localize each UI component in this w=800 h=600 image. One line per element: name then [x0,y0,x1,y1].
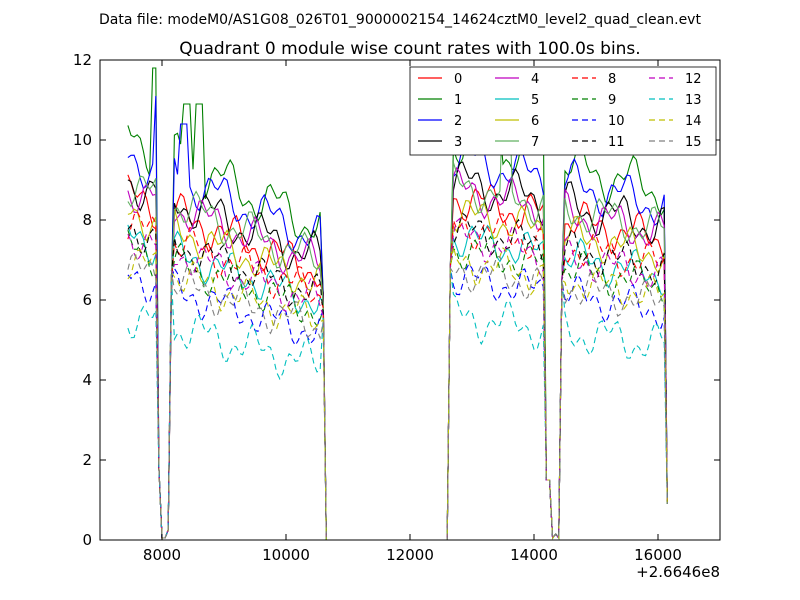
legend-label-5: 5 [531,93,539,108]
legend-label-6: 6 [531,114,539,129]
series-line-3 [127,161,668,540]
y-tick-label: 2 [82,451,92,469]
y-tick-label: 6 [82,291,92,309]
legend-label-14: 14 [685,114,702,129]
legend-label-4: 4 [531,72,539,87]
legend-box [409,66,717,156]
legend-label-1: 1 [454,93,462,108]
series-line-6 [127,199,668,540]
x-tick-label: 16000 [634,546,682,564]
legend-label-13: 13 [685,93,702,108]
x-tick-label: 12000 [386,546,434,564]
series-line-8 [127,210,668,540]
legend-label-12: 12 [685,72,702,87]
legend-label-2: 2 [454,114,462,129]
legend-label-8: 8 [608,72,616,87]
x-tick-label: 14000 [510,546,558,564]
series-line-5 [127,224,668,540]
series-line-15 [127,251,668,540]
series-line-13 [127,267,668,540]
series-line-14 [127,246,668,540]
y-tick-label: 0 [82,531,92,549]
series-line-10 [127,262,668,540]
legend-label-0: 0 [454,72,462,87]
legend-label-11: 11 [608,135,625,150]
series-line-12 [127,217,668,540]
legend-label-10: 10 [608,114,625,129]
series-line-1 [127,67,668,540]
legend-label-7: 7 [531,135,539,150]
y-tick-label: 12 [73,51,92,69]
series-line-7 [127,87,668,540]
figure-suptitle: Data file: modeM0/AS1G08_026T01_90000021… [99,12,701,28]
legend-label-3: 3 [454,135,462,150]
x-tick-label: 10000 [262,546,310,564]
x-axis-offset-label: +2.6646e8 [636,563,720,581]
legend-label-9: 9 [608,93,616,108]
series-line-11 [127,212,668,540]
y-tick-label: 10 [73,131,92,149]
x-tick-label: 8000 [143,546,181,564]
series-line-4 [127,166,668,540]
series-line-9 [127,229,668,540]
y-tick-label: 4 [82,371,92,389]
legend-label-15: 15 [685,135,702,150]
series-layer [127,67,668,540]
y-tick-label: 8 [82,211,92,229]
chart-title: Quadrant 0 module wise count rates with … [179,39,640,59]
